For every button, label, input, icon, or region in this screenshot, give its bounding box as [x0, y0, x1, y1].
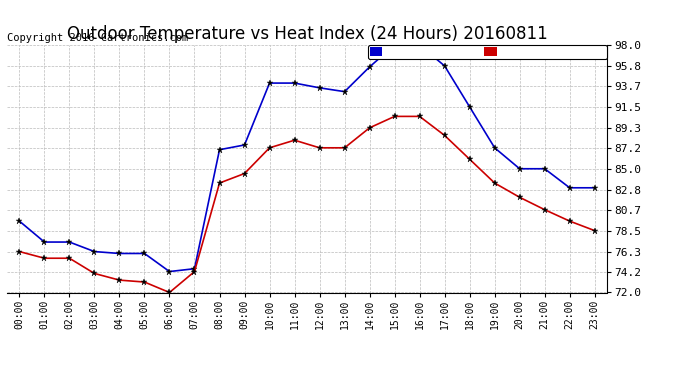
Text: Copyright 2016 Cartronics.com: Copyright 2016 Cartronics.com: [7, 33, 188, 42]
Legend: Heat Index  (°F), Temperature  (°F): Heat Index (°F), Temperature (°F): [368, 45, 607, 59]
Title: Outdoor Temperature vs Heat Index (24 Hours) 20160811: Outdoor Temperature vs Heat Index (24 Ho…: [67, 26, 547, 44]
